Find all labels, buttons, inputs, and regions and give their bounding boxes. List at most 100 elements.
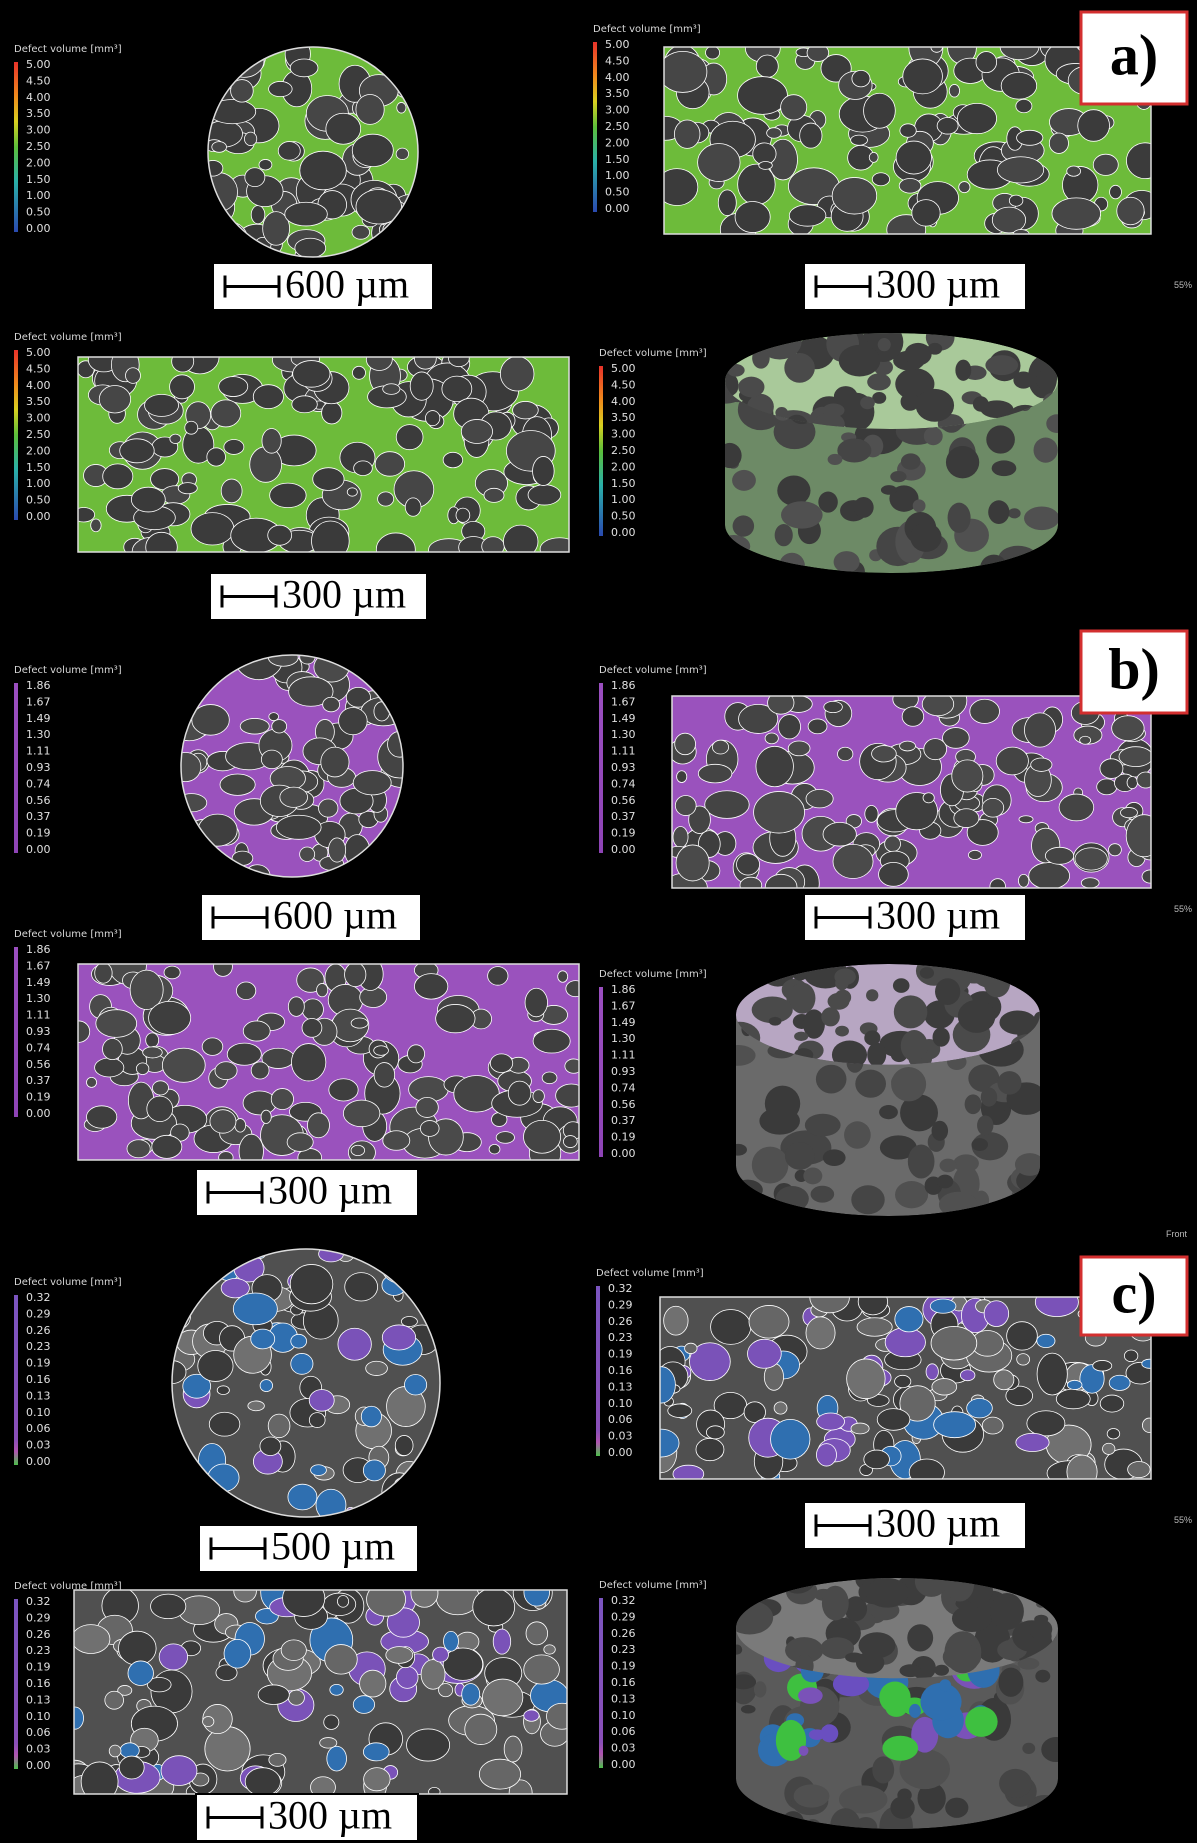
legend-tick-label: 1.00 [26,189,51,202]
texture-blob [910,522,942,552]
texture-blob [1108,843,1122,857]
texture-blob [1024,506,1058,531]
texture-blob [863,1449,890,1470]
group-label: b) [1108,636,1160,701]
texture-blob [939,1679,952,1692]
texture-blob [532,1089,545,1103]
texture-blob [876,1408,911,1431]
section-outline [663,46,1152,235]
texture-blob [211,141,227,153]
texture-blob [144,393,179,417]
texture-blob [777,714,801,740]
texture-blob [914,1578,948,1597]
texture-blob [441,375,473,403]
legend-tick-label: 4.50 [605,54,630,67]
texture-blob [163,965,181,980]
texture-blob [1014,1153,1040,1176]
texture-blob [908,1458,945,1479]
legend-tick-label: 0.32 [26,1595,51,1608]
texture-blob [988,500,1010,524]
legend-tick-label: 0.93 [611,1065,636,1078]
legend-tick-label: 3.00 [26,124,51,137]
texture-blob [934,1664,949,1676]
legend-tick-label: 0.19 [608,1348,633,1361]
texture-blob [990,1592,1024,1630]
texture-blob [282,1590,326,1617]
legend-tick-label: 2.00 [611,460,636,473]
texture-blob [747,1338,782,1369]
texture-blob [328,1078,359,1102]
texture-blob [933,1411,977,1439]
legend-tick-label: 3.50 [611,411,636,424]
texture-blob [184,420,199,435]
texture-blob [406,1728,451,1762]
texture-blob [957,999,996,1033]
texture-blob [710,1309,752,1345]
legend-title: Defect volume [mm³] [599,1580,707,1591]
texture-blob [244,1767,281,1794]
legend-title: Defect volume [mm³] [14,1581,122,1592]
texture-blob [780,94,808,121]
legend-tick-label: 1.11 [611,745,636,758]
texture-blob [287,1689,305,1706]
texture-blob [1015,1433,1050,1452]
texture-blob [365,357,393,371]
legend-tick-label: 1.49 [26,976,51,989]
texture-blob [751,1146,789,1184]
texture-blob [1099,758,1124,779]
texture-blob [382,1130,411,1151]
texture-blob [1036,1352,1068,1396]
texture-blob [338,707,368,736]
texture-blob [197,1350,234,1382]
texture-blob [1106,1428,1121,1440]
texture-blob [725,372,739,398]
texture-blob [242,1090,277,1116]
texture-blob [355,94,385,125]
texture-blob [929,1298,957,1314]
legend-title: Defect volume [mm³] [14,665,122,676]
legend-tick-label: 0.00 [26,1455,51,1468]
texture-blob [161,1047,206,1083]
color-bar [14,1295,18,1465]
texture-blob [563,1135,578,1148]
texture-blob [838,1785,888,1814]
texture-blob [920,1682,962,1721]
texture-blob [565,980,579,998]
texture-blob [125,367,141,384]
texture-blob [145,1032,160,1048]
texture-blob [74,1706,84,1730]
texture-blob [259,1436,282,1456]
texture-blob [261,428,282,454]
legend-tick-label: 0.26 [608,1315,633,1328]
legend-tick-label: 0.19 [611,1131,636,1144]
texture-blob [455,507,471,523]
texture-blob [308,1389,335,1412]
texture-blob [352,365,366,380]
texture-blob [1013,371,1034,389]
texture-blob [1017,1657,1040,1670]
texture-blob [151,1134,183,1159]
texture-blob [936,1174,954,1189]
texture-blob [838,344,881,377]
legend-tick-label: 5.00 [605,38,630,51]
texture-blob [350,1017,369,1029]
legend-tick-label: 0.37 [611,810,636,823]
texture-blob [414,357,437,370]
texture-blob [866,989,879,1002]
legend-tick-label: 1.00 [605,169,630,182]
legend-tick-label: 0.00 [26,510,51,523]
texture-blob [942,727,970,749]
legend-tick-label: 0.13 [611,1692,636,1705]
texture-blob [879,1135,917,1160]
texture-blob [919,967,935,979]
texture-blob [267,524,293,546]
scale-bar-label: 500 µm [271,1524,395,1569]
texture-blob [478,1758,522,1790]
texture-blob [415,1096,439,1118]
legend-tick-label: 0.00 [611,1758,636,1771]
legend-title: Defect volume [mm³] [14,44,122,55]
texture-blob [325,112,362,145]
texture-blob [780,501,823,529]
texture-blob [1046,414,1058,433]
texture-blob [705,47,721,60]
